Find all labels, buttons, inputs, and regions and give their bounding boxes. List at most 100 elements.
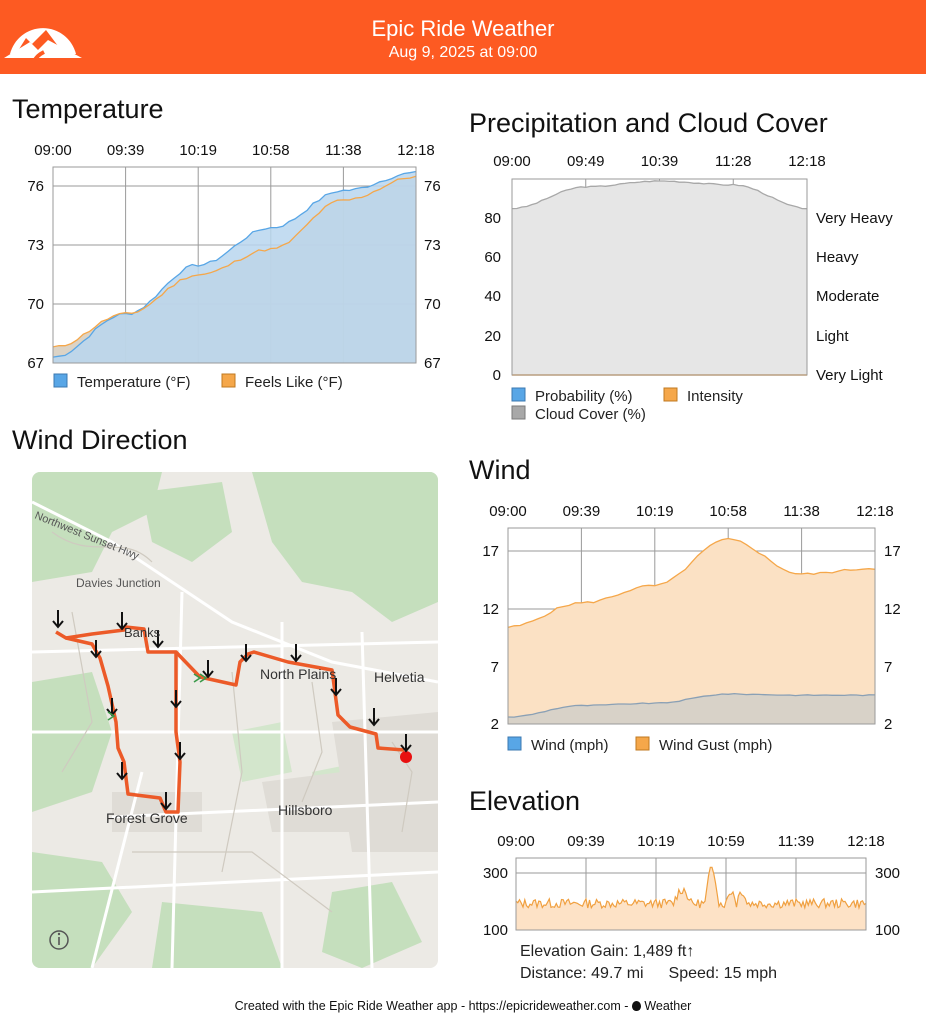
distance-speed: Distance: 49.7 mi Speed: 15 mph [520,965,777,983]
wind-y-tick-left: 2 [491,716,499,733]
elevation-title: Elevation [469,786,581,816]
temperature-time-label: 10:58 [252,142,290,159]
intensity-label: Light [816,328,849,345]
temperature-y-tick-left: 67 [27,355,44,372]
ride-route-loop[interactable] [65,636,182,814]
temperature-frame [52,166,417,364]
temperature-y-tick-right: 67 [424,355,441,372]
elevation-y-tick-right: 100 [875,922,900,939]
wind-legend-swatch [507,736,522,751]
temperature-title: Temperature [12,94,164,124]
precipitation-chart: 09:00 09:49 10:39 11:28 12:18 80 60 40 20 0 Very… [484,153,893,423]
route-end-marker [400,751,412,763]
intensity-label: Very Light [816,367,884,384]
wind-y-tick-right: 2 [884,716,892,733]
elevation-gain: Elevation Gain: 1,489 ft↑ [520,943,695,960]
forest-areas [32,472,438,968]
app-title: Epic Ride Weather [371,16,555,41]
ride-datetime: Aug 9, 2025 at 09:00 [388,44,538,61]
place-forest-grove: Forest Grove [106,810,188,826]
footer: Created with the Epic Ride Weather app -… [0,999,926,1013]
wind-time-label: 09:39 [563,503,601,520]
place-hillsboro: Hillsboro [278,802,333,818]
wind-line [507,692,876,718]
wind-time-label: 10:58 [709,503,747,520]
temperature-time-label: 11:38 [325,142,361,159]
precipitation-y-tick-left: 0 [493,367,501,384]
intensity-legend-label: Intensity [687,388,743,405]
place-north-plains: North Plains [260,666,336,682]
speed-value: Speed: 15 mph [668,965,778,982]
info-icon[interactable] [49,930,69,950]
intensity-label: Very Heavy [816,210,893,227]
place-davies-junction: Davies Junction [76,576,161,590]
temperature-legend-label: Temperature (°F) [77,374,191,391]
wind-frame [507,527,876,725]
elevation-frame [515,857,867,931]
apple-icon [631,1001,641,1011]
precipitation-y-tick-left: 80 [484,210,501,227]
temperature-line [52,170,417,358]
wind-time-label: 11:38 [783,503,819,520]
wind-y-tick-left: 17 [482,543,499,560]
wind-y-tick-left: 12 [482,601,499,618]
intensity-label: Moderate [816,288,879,305]
minor-roads [51,531,413,913]
temperature-y-tick-left: 70 [27,296,44,313]
wind-legend-label: Wind (mph) [531,737,609,754]
elevation-chart: 09:00 09:39 10:19 10:59 11:39 12:18 300 300 100… [483,833,900,939]
temperature-time-label: 09:39 [107,142,145,159]
place-helvetia: Helvetia [374,669,425,685]
temperature-y-tick-left: 73 [27,237,44,254]
cloud-cover-area [512,180,807,375]
feels-like-legend-label: Feels Like (°F) [245,374,343,391]
elevation-time-label: 10:59 [707,833,745,850]
wind-gust-legend-swatch [635,736,650,751]
route-map[interactable]: Northwest Sunset Hwy Davies Junction Ban… [32,472,438,968]
cloud-cover-legend-label: Cloud Cover (%) [535,406,646,423]
footer-credit[interactable]: Created with the Epic Ride Weather app -… [234,999,632,1013]
probability-legend-swatch [511,387,526,402]
elevation-y-tick-right: 300 [875,865,900,882]
elevation-area [516,867,866,930]
precipitation-time-label: 09:00 [493,153,531,170]
wind-arrows [52,610,412,811]
intensity-legend-swatch [663,387,678,402]
elevation-time-label: 09:00 [497,833,535,850]
temperature-time-label: 12:18 [397,142,435,159]
wind-direction-title: Wind Direction [12,425,188,455]
precipitation-time-label: 10:39 [641,153,679,170]
elevation-time-label: 09:39 [567,833,605,850]
cloud-cover-line [511,180,808,210]
wind-time-label: 12:18 [856,503,894,520]
temperature-legend-swatch [53,373,68,388]
temperature-time-label: 09:00 [34,142,72,159]
wind-time-label: 10:19 [636,503,674,520]
temperature-time-label: 10:19 [179,142,217,159]
wind-direction-map[interactable]: Northwest Sunset Hwy Davies Junction Ban… [32,472,438,968]
cloud-cover-legend-swatch [511,405,526,420]
precipitation-time-label: 09:49 [567,153,605,170]
precipitation-y-tick-left: 60 [484,249,501,266]
precipitation-time-label: 12:18 [788,153,826,170]
precipitation-title: Precipitation and Cloud Cover [469,108,828,138]
ride-route[interactable] [55,625,405,752]
wind-time-label: 09:00 [489,503,527,520]
app-header: Epic Ride Weather Aug 9, 2025 at 09:00 [0,0,926,74]
place-banks: Banks [124,625,161,640]
wind-gust-area [508,538,875,724]
feels-like-line [52,175,417,348]
temperature-y-tick-right: 73 [424,237,441,254]
mountain-road-logo-icon [4,28,82,70]
green-wind-markers [107,673,208,721]
wind-gust-line [507,537,876,629]
temperature-y-tick-left: 76 [27,178,44,195]
wind-y-tick-right: 12 [884,601,901,618]
wind-y-tick-right: 7 [884,659,892,676]
wind-area [508,693,875,724]
precipitation-time-label: 11:28 [715,153,751,170]
elevation-y-tick-left: 300 [483,865,508,882]
wind-chart: 09:00 09:39 10:19 10:58 11:38 12:18 17 17 12 12 7… [482,503,901,754]
intensity-label: Heavy [816,249,859,266]
elevation-y-tick-left: 100 [483,922,508,939]
